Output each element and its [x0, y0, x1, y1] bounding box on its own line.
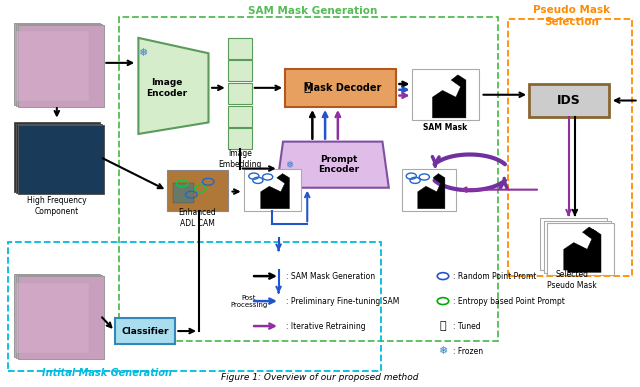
- Text: Enhanced
ADL CAM: Enhanced ADL CAM: [178, 208, 216, 228]
- Text: Figure 1: Overview of our proposed method: Figure 1: Overview of our proposed metho…: [221, 373, 419, 382]
- FancyBboxPatch shape: [547, 223, 614, 275]
- Text: ❅: ❅: [138, 48, 148, 58]
- Text: SAM Mask Generation: SAM Mask Generation: [248, 6, 377, 16]
- Text: : Frozen: : Frozen: [452, 346, 483, 356]
- Text: : SAM Mask Generation: : SAM Mask Generation: [286, 272, 375, 281]
- Text: Pseudo Mask
Selection: Pseudo Mask Selection: [533, 5, 611, 27]
- Text: ❅: ❅: [438, 346, 447, 356]
- Polygon shape: [564, 227, 597, 270]
- Bar: [8, 242, 381, 371]
- Text: 🔥: 🔥: [303, 81, 311, 94]
- Text: Mask Decoder: Mask Decoder: [303, 83, 381, 93]
- Text: Post
Processing: Post Processing: [230, 295, 268, 308]
- FancyBboxPatch shape: [14, 122, 100, 192]
- FancyBboxPatch shape: [16, 283, 89, 353]
- FancyBboxPatch shape: [16, 275, 102, 358]
- FancyBboxPatch shape: [14, 22, 100, 105]
- FancyBboxPatch shape: [285, 68, 396, 107]
- Polygon shape: [418, 174, 445, 209]
- FancyBboxPatch shape: [540, 219, 607, 271]
- Text: Image
Embedding: Image Embedding: [218, 149, 261, 169]
- Text: 🔥: 🔥: [440, 321, 446, 331]
- FancyBboxPatch shape: [18, 25, 104, 108]
- FancyBboxPatch shape: [401, 168, 456, 211]
- FancyBboxPatch shape: [543, 221, 611, 273]
- Bar: [508, 19, 632, 276]
- FancyBboxPatch shape: [18, 276, 104, 359]
- FancyBboxPatch shape: [412, 68, 479, 120]
- Text: Intital Mask Generation: Intital Mask Generation: [42, 368, 172, 378]
- Polygon shape: [260, 174, 289, 209]
- Text: : Entropy based Point Prompt: : Entropy based Point Prompt: [452, 296, 564, 306]
- FancyBboxPatch shape: [14, 274, 100, 357]
- FancyBboxPatch shape: [228, 38, 252, 59]
- Text: Image
Encoder: Image Encoder: [147, 78, 188, 98]
- FancyBboxPatch shape: [228, 60, 252, 81]
- Text: Selected
Pseudo Mask: Selected Pseudo Mask: [547, 270, 596, 289]
- Text: Prompt
Encoder: Prompt Encoder: [319, 155, 360, 175]
- FancyBboxPatch shape: [228, 83, 252, 104]
- Polygon shape: [560, 225, 593, 268]
- Text: Classifier: Classifier: [121, 327, 168, 336]
- Text: : Tuned: : Tuned: [452, 322, 480, 330]
- Polygon shape: [568, 229, 601, 272]
- Text: ❅: ❅: [285, 160, 294, 170]
- Text: : Preliminary Fine-tuning SAM: : Preliminary Fine-tuning SAM: [286, 296, 399, 306]
- FancyBboxPatch shape: [16, 123, 102, 193]
- Text: High Frequency
Component: High Frequency Component: [27, 197, 86, 216]
- FancyBboxPatch shape: [16, 24, 102, 106]
- FancyBboxPatch shape: [167, 170, 228, 211]
- Text: IDS: IDS: [557, 94, 580, 107]
- FancyBboxPatch shape: [16, 31, 89, 101]
- FancyBboxPatch shape: [18, 125, 104, 194]
- Text: : Iterative Retraining: : Iterative Retraining: [286, 322, 366, 330]
- FancyBboxPatch shape: [173, 183, 195, 203]
- Polygon shape: [433, 75, 466, 118]
- FancyBboxPatch shape: [228, 128, 252, 149]
- FancyBboxPatch shape: [244, 168, 301, 211]
- Text: SAM Mask: SAM Mask: [424, 123, 468, 132]
- Text: : Random Point Promt: : Random Point Promt: [452, 272, 536, 281]
- Polygon shape: [276, 142, 389, 188]
- FancyBboxPatch shape: [529, 84, 609, 116]
- FancyBboxPatch shape: [115, 318, 175, 344]
- Bar: [119, 17, 499, 341]
- Polygon shape: [138, 38, 209, 134]
- FancyBboxPatch shape: [228, 106, 252, 127]
